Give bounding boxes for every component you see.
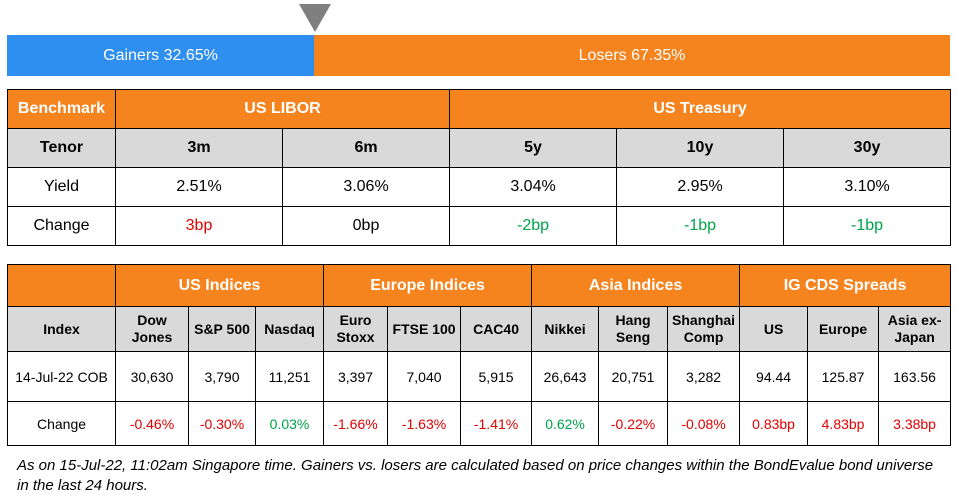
rates-change-row: Change 3bp 0bp -2bp -1bp -1bp bbox=[7, 206, 952, 246]
index-change-cell: 0.03% bbox=[254, 401, 325, 446]
split-marker-icon bbox=[299, 4, 331, 32]
yield-cell: 2.51% bbox=[115, 167, 283, 207]
index-name-line: Nasdaq bbox=[264, 320, 315, 337]
index-name-cell: US bbox=[739, 306, 809, 352]
index-name-line: Nikkei bbox=[544, 320, 586, 337]
change-cell: -1bp bbox=[616, 206, 785, 246]
index-changes-row: Change -0.46% -0.30% 0.03% -1.66% -1.63% -1.4… bbox=[7, 401, 952, 446]
index-change-cell: -0.30% bbox=[188, 401, 256, 446]
tenor-cell: 6m bbox=[281, 128, 451, 168]
us-libor-header: US LIBOR bbox=[114, 89, 451, 129]
index-change-cell: -1.41% bbox=[460, 401, 533, 446]
index-name-line: Shanghai bbox=[672, 312, 736, 328]
index-name-line: Japan bbox=[894, 329, 935, 345]
index-name-line: Comp bbox=[683, 329, 724, 345]
index-name-line: Dow bbox=[137, 312, 167, 328]
index-name-cell: S&P 500 bbox=[188, 306, 256, 352]
index-value-cell: 30,630 bbox=[115, 351, 189, 402]
index-value-cell: 94.44 bbox=[739, 351, 809, 402]
tenor-row: Tenor 3m 6m 5y 10y 30y bbox=[7, 128, 952, 168]
rates-header-row: Benchmark US LIBOR US Treasury bbox=[7, 89, 952, 129]
benchmark-header: Benchmark bbox=[7, 89, 116, 129]
tenor-cell: 10y bbox=[616, 128, 785, 168]
yield-label: Yield bbox=[7, 167, 116, 207]
index-name-line: CAC40 bbox=[473, 320, 519, 337]
index-value-cell: 163.56 bbox=[878, 351, 952, 402]
losers-label: Losers 67.35% bbox=[578, 46, 686, 64]
index-change-cell: 0.62% bbox=[531, 401, 600, 446]
index-value-cell: 125.87 bbox=[807, 351, 880, 402]
gainers-label: Gainers 32.65% bbox=[103, 46, 218, 64]
index-name-cell: Shanghai Comp bbox=[667, 306, 741, 352]
change-label: Change bbox=[7, 401, 116, 446]
index-change-cell: -1.66% bbox=[323, 401, 389, 446]
index-change-cell: 4.83bp bbox=[807, 401, 880, 446]
index-name-line: Hang bbox=[615, 312, 651, 328]
index-name-line: US bbox=[763, 320, 784, 337]
index-change-cell: -1.63% bbox=[387, 401, 462, 446]
gainers-losers-bar: Gainers 32.65% Losers 67.35% bbox=[7, 35, 950, 76]
change-cell: -2bp bbox=[449, 206, 618, 246]
footnote: As on 15-Jul-22, 11:02am Singapore time.… bbox=[17, 457, 934, 494]
yield-cell: 3.10% bbox=[783, 167, 952, 207]
us-treasury-header: US Treasury bbox=[449, 89, 952, 129]
change-label: Change bbox=[7, 206, 116, 246]
index-name-cell: Nikkei bbox=[531, 306, 600, 352]
indices-header-row: US Indices Europe Indices Asia Indices I… bbox=[7, 264, 952, 307]
rates-table: Benchmark US LIBOR US Treasury Tenor 3m … bbox=[7, 89, 952, 246]
us-indices-header: US Indices bbox=[114, 264, 325, 307]
yield-cell: 3.04% bbox=[449, 167, 618, 207]
index-name-line: Jones bbox=[131, 329, 173, 345]
gainers-segment: Gainers 32.65% bbox=[7, 35, 314, 76]
index-value-cell: 3,397 bbox=[323, 351, 389, 402]
index-name-cell: Euro Stoxx bbox=[323, 306, 389, 352]
indices-corner-cell bbox=[7, 264, 116, 307]
yield-row: Yield 2.51% 3.06% 3.04% 2.95% 3.10% bbox=[7, 167, 952, 207]
tenor-label: Tenor bbox=[7, 128, 116, 168]
index-name-cell: Dow Jones bbox=[115, 306, 189, 352]
europe-indices-header: Europe Indices bbox=[323, 264, 533, 307]
index-change-cell: 0.83bp bbox=[739, 401, 809, 446]
index-value-cell: 20,751 bbox=[598, 351, 669, 402]
index-change-cell: 3.38bp bbox=[878, 401, 952, 446]
index-name-line: Europe bbox=[818, 320, 868, 337]
tenor-cell: 30y bbox=[783, 128, 952, 168]
tenor-cell: 3m bbox=[115, 128, 283, 168]
index-name-line: FTSE 100 bbox=[392, 320, 456, 337]
index-name-cell: Nasdaq bbox=[254, 306, 325, 352]
losers-segment: Losers 67.35% bbox=[314, 35, 950, 76]
change-cell: -1bp bbox=[783, 206, 952, 246]
date-label: 14-Jul-22 COB bbox=[7, 351, 116, 402]
index-value-cell: 3,790 bbox=[188, 351, 256, 402]
index-change-cell: -0.22% bbox=[598, 401, 669, 446]
index-change-cell: -0.08% bbox=[667, 401, 741, 446]
asia-indices-header: Asia Indices bbox=[531, 264, 741, 307]
index-name-cell: Europe bbox=[807, 306, 880, 352]
tenor-cell: 5y bbox=[449, 128, 618, 168]
change-cell: 0bp bbox=[281, 206, 451, 246]
yield-cell: 2.95% bbox=[616, 167, 785, 207]
ig-cds-spreads-header: IG CDS Spreads bbox=[739, 264, 952, 307]
index-name-line: Seng bbox=[615, 329, 651, 345]
index-value-cell: 7,040 bbox=[387, 351, 462, 402]
index-values-row: 14-Jul-22 COB 30,630 3,790 11,251 3,397 7,04… bbox=[7, 351, 952, 402]
index-name-line: Euro bbox=[339, 312, 372, 328]
index-names-row: Index Dow Jones S&P 500 Nasdaq Euro Stoxx FTSE… bbox=[7, 306, 952, 352]
index-name-line: Asia ex- bbox=[887, 312, 942, 328]
index-name-cell: Asia ex- Japan bbox=[878, 306, 952, 352]
index-value-cell: 11,251 bbox=[254, 351, 325, 402]
index-change-cell: -0.46% bbox=[115, 401, 189, 446]
index-value-cell: 26,643 bbox=[531, 351, 600, 402]
index-label: Index bbox=[7, 306, 116, 352]
index-name-line: Stoxx bbox=[336, 329, 375, 345]
index-name-cell: CAC40 bbox=[460, 306, 533, 352]
change-cell: 3bp bbox=[115, 206, 283, 246]
yield-cell: 3.06% bbox=[281, 167, 451, 207]
indices-table: US Indices Europe Indices Asia Indices I… bbox=[7, 264, 952, 446]
index-value-cell: 5,915 bbox=[460, 351, 533, 402]
index-name-line: S&P 500 bbox=[194, 320, 250, 337]
index-name-cell: FTSE 100 bbox=[387, 306, 462, 352]
index-name-cell: Hang Seng bbox=[598, 306, 669, 352]
index-value-cell: 3,282 bbox=[667, 351, 741, 402]
